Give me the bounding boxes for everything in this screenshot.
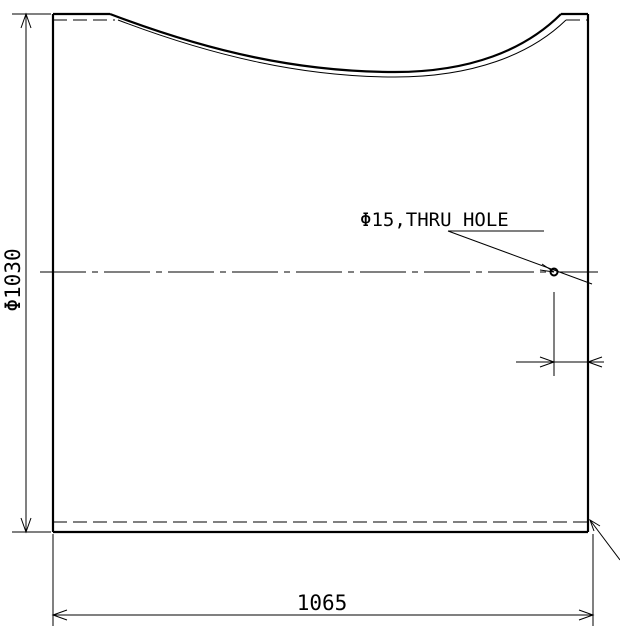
inner-saddle-curve bbox=[117, 19, 567, 78]
hole-position-arrow-right bbox=[586, 356, 603, 368]
corner-leader-line bbox=[589, 519, 620, 561]
hidden-lines bbox=[53, 19, 588, 523]
width-label: 1065 bbox=[297, 591, 348, 615]
width-arrow-left bbox=[51, 609, 68, 621]
part-outline bbox=[51, 12, 590, 534]
width-arrow-right bbox=[578, 609, 595, 621]
diameter-arrow-top bbox=[20, 12, 32, 29]
corner-leader bbox=[589, 518, 620, 561]
diameter-dimension bbox=[12, 12, 51, 534]
hole-position-dimension bbox=[516, 292, 604, 376]
width-dimension bbox=[51, 534, 595, 626]
outline-saddle-curve bbox=[109, 12, 562, 74]
diameter-arrow-bottom bbox=[20, 517, 32, 534]
hole-leader-line bbox=[447, 230, 593, 285]
hole-leader bbox=[447, 230, 593, 285]
corner-leader-arrow bbox=[589, 518, 601, 532]
hole-position-arrow-left bbox=[539, 356, 556, 368]
hole-note: Φ15,THRU HOLE bbox=[360, 209, 509, 231]
hole-leader-arrow bbox=[539, 263, 555, 273]
diameter-label: Φ1030 bbox=[1, 248, 25, 311]
